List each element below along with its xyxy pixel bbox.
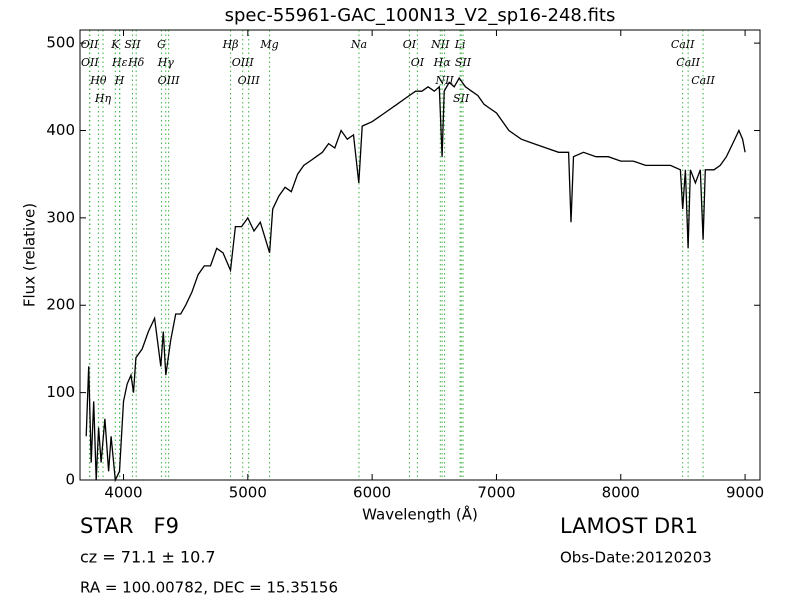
line-label: Mg bbox=[259, 38, 278, 51]
x-tick-label: 6000 bbox=[353, 484, 391, 502]
y-tick-label: 200 bbox=[46, 296, 75, 314]
line-label: NII bbox=[430, 38, 450, 51]
survey: LAMOST DR1 bbox=[560, 514, 698, 538]
line-label: Hα bbox=[433, 56, 452, 69]
obs-date: Obs-Date:20120203 bbox=[560, 549, 712, 567]
y-tick-label: 0 bbox=[65, 471, 75, 489]
y-tick-label: 300 bbox=[46, 208, 75, 226]
line-label: OIII bbox=[238, 74, 261, 87]
line-label: OII bbox=[81, 56, 99, 69]
line-label: Hθ bbox=[89, 74, 107, 87]
x-axis-label: Wavelength (Å) bbox=[362, 505, 478, 524]
line-label: SII bbox=[124, 38, 141, 51]
line-label: OIII bbox=[232, 56, 255, 69]
y-tick-label: 500 bbox=[46, 34, 75, 52]
line-label: Hδ bbox=[127, 56, 145, 69]
x-tick-label: 5000 bbox=[229, 484, 267, 502]
y-tick-label: 400 bbox=[46, 121, 75, 139]
x-tick-label: 4000 bbox=[104, 484, 142, 502]
line-label: CaII bbox=[671, 38, 695, 51]
x-tick-label: 9000 bbox=[726, 484, 764, 502]
y-axis-label: Flux (relative) bbox=[21, 203, 39, 307]
object-class: STAR F9 bbox=[80, 514, 179, 538]
line-label: H bbox=[114, 74, 125, 87]
redshift: cz = 71.1 ± 10.7 bbox=[80, 548, 216, 567]
line-label: Hβ bbox=[222, 38, 239, 51]
line-label: OI bbox=[403, 38, 417, 51]
line-label: CaII bbox=[691, 74, 715, 87]
x-tick-label: 7000 bbox=[477, 484, 515, 502]
line-label: CaII bbox=[676, 56, 700, 69]
plot-frame bbox=[79, 29, 761, 481]
spectrum bbox=[85, 76, 746, 483]
line-label: Hη bbox=[94, 92, 112, 105]
line-label: OIII bbox=[158, 74, 181, 87]
x-tick-label: 8000 bbox=[602, 484, 640, 502]
coordinates: RA = 100.00782, DEC = 15.35156 bbox=[80, 579, 338, 597]
line-label: OI bbox=[411, 56, 425, 69]
line-label: Hγ bbox=[157, 56, 175, 69]
line-label: Na bbox=[350, 38, 367, 51]
chart-title: spec-55961-GAC_100N13_V2_sp16-248.fits bbox=[225, 5, 616, 26]
line-label: G bbox=[157, 38, 166, 51]
line-label: SII bbox=[455, 56, 472, 69]
line-label: NII bbox=[434, 74, 454, 87]
line-label: SII bbox=[453, 92, 470, 105]
y-tick-label: 100 bbox=[46, 383, 75, 401]
line-label: Li bbox=[454, 38, 466, 51]
line-label: K bbox=[110, 38, 120, 51]
